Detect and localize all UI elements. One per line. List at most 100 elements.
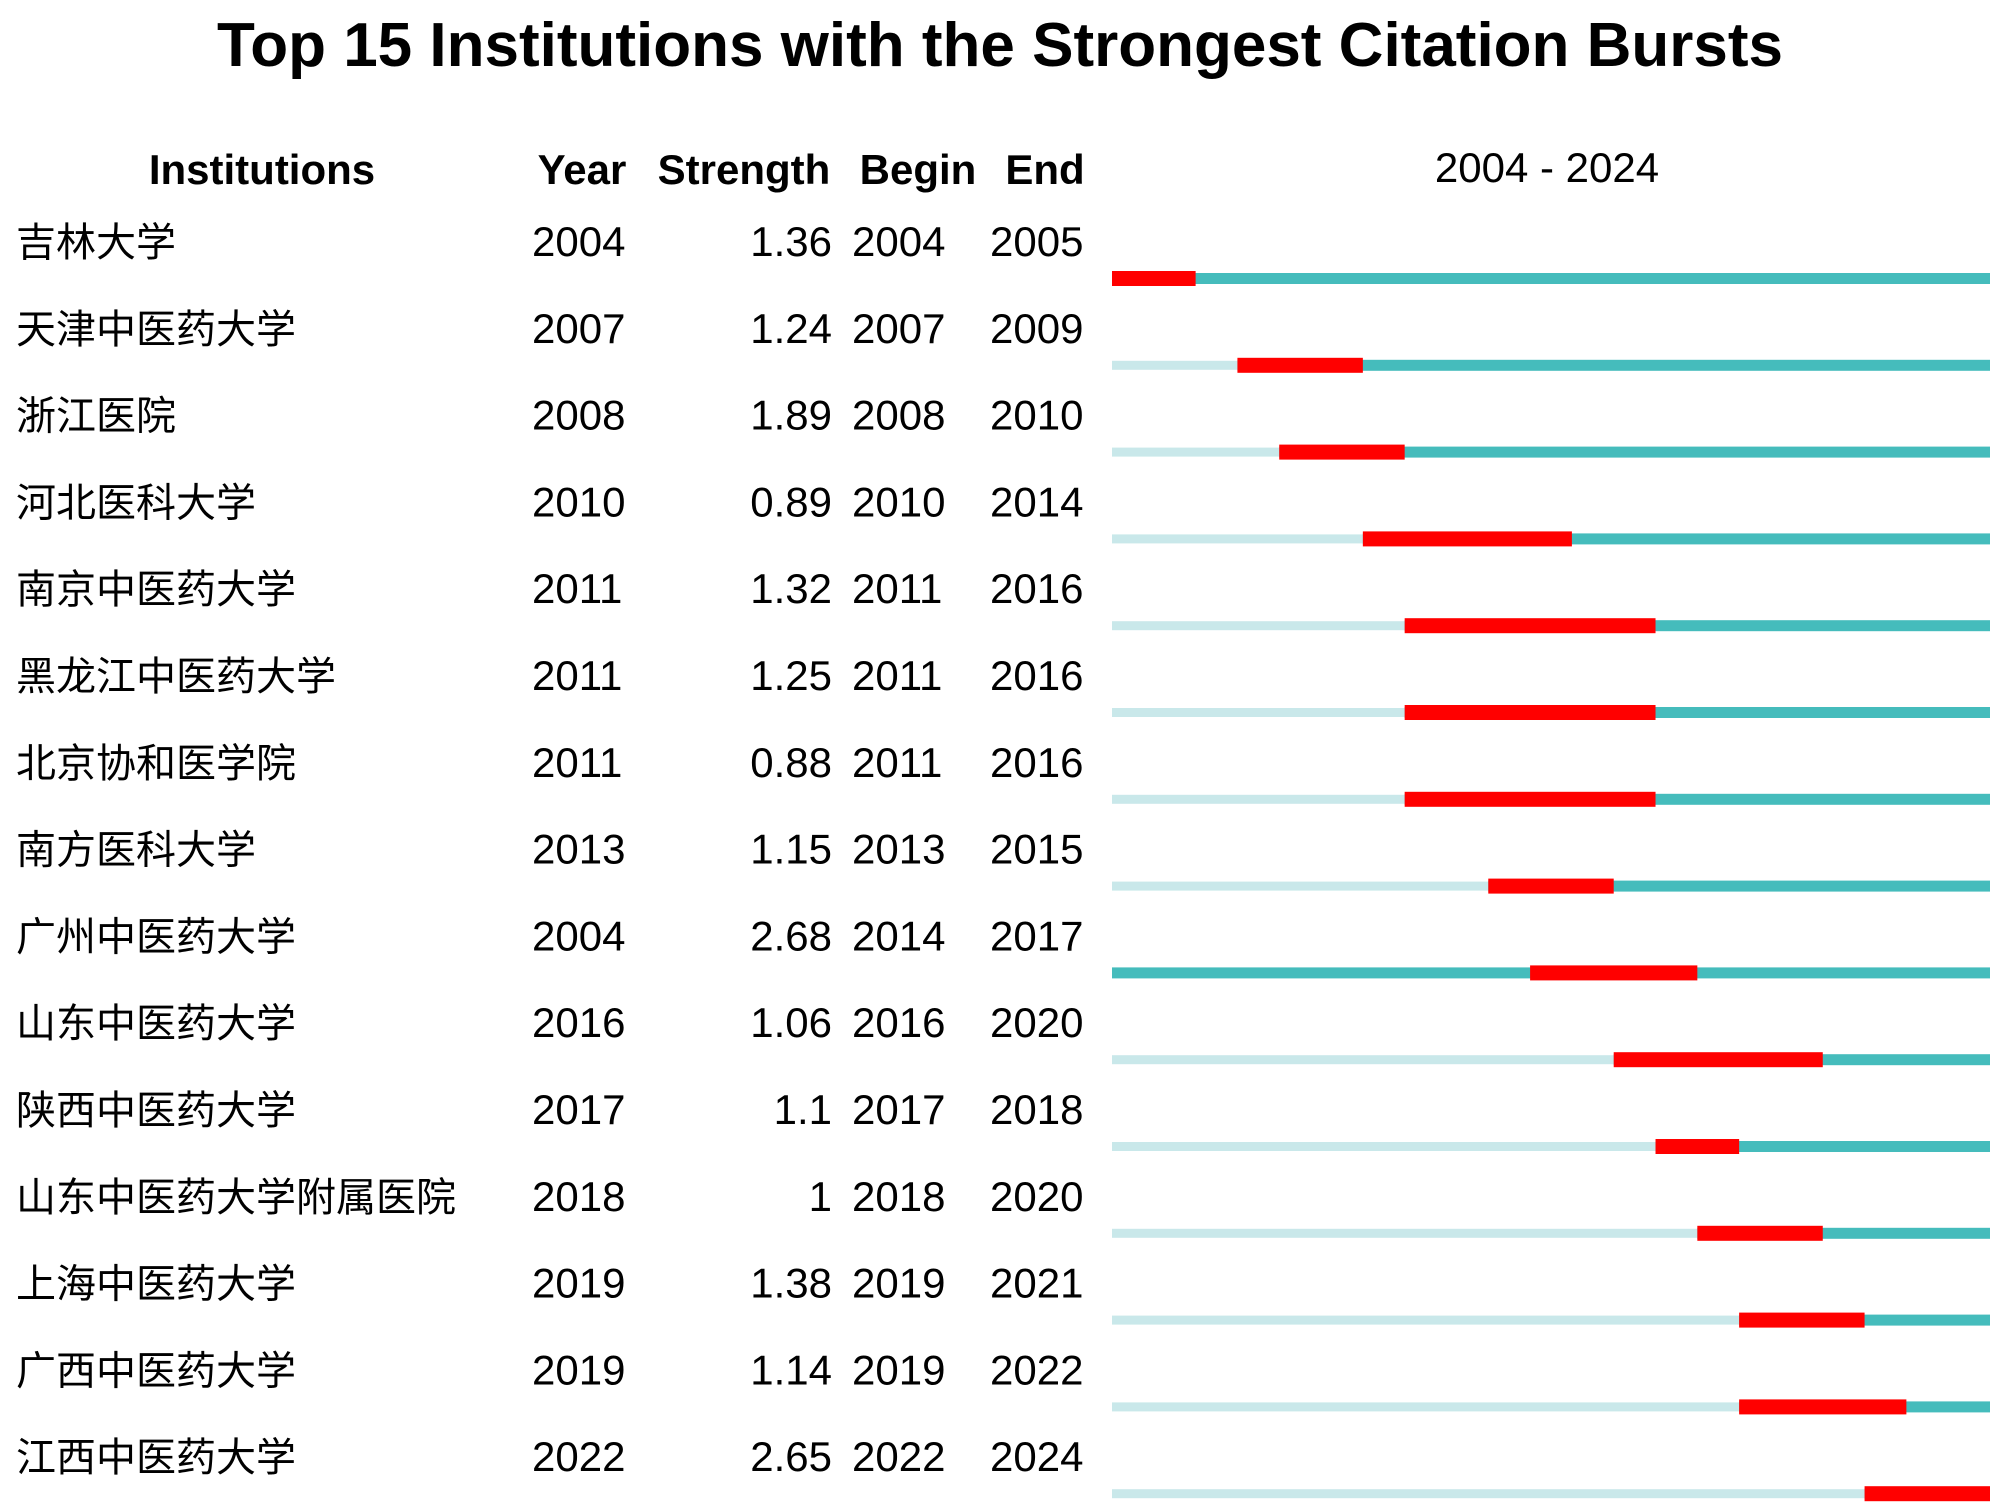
- burst-row: 广西中医药大学 2019 1.14 2019 2022: [16, 1346, 1990, 1415]
- burst-segment: [1404, 791, 1656, 807]
- institution-label: 山东中医药大学: [16, 1001, 296, 1047]
- institution-label: 江西中医药大学: [16, 1435, 296, 1481]
- burst-row: 江西中医药大学 2022 2.65 2022 2024: [16, 1433, 1990, 1502]
- burst-segment: [1739, 1312, 1865, 1328]
- end-value: 2005: [990, 218, 1083, 265]
- burst-row: 吉林大学 2004 1.36 2004 2005: [16, 218, 1990, 286]
- begin-value: 2004: [852, 218, 945, 265]
- burst-segment: [1488, 878, 1614, 894]
- burst-row: 浙江医院 2008 1.89 2008 2010: [16, 392, 1990, 460]
- timeline-active-segment: [1362, 533, 1990, 545]
- end-value: 2024: [990, 1433, 1083, 1480]
- timeline-inactive-segment: [1112, 534, 1363, 544]
- timeline-inactive-segment: [1112, 1228, 1698, 1238]
- burst-row: 南方医科大学 2013 1.15 2013 2015: [16, 826, 1990, 894]
- burst-row: 南京中医药大学 2011 1.32 2011 2016: [16, 565, 1990, 634]
- burst-segment: [1530, 965, 1698, 981]
- burst-row: 广州中医药大学 2004 2.68 2014 2017: [16, 912, 1990, 981]
- year-value: 2004: [532, 218, 625, 265]
- burst-segment: [1864, 1486, 1990, 1502]
- begin-value: 2019: [852, 1260, 945, 1307]
- end-value: 2014: [990, 478, 1083, 525]
- burst-row: 山东中医药大学附属医院 2018 1 2018 2020: [16, 1173, 1990, 1241]
- year-value: 2008: [532, 392, 625, 439]
- strength-value: 1.36: [750, 218, 832, 265]
- burst-segment: [1237, 357, 1363, 373]
- strength-value: 1.14: [750, 1346, 832, 1393]
- burst-row: 黑龙江中医药大学 2011 1.25 2011 2016: [16, 652, 1990, 720]
- institution-label: 黑龙江中医药大学: [16, 654, 336, 700]
- begin-value: 2016: [852, 999, 945, 1046]
- institution-label: 北京协和医学院: [16, 741, 296, 787]
- chart-title: Top 15 Institutions with the Strongest C…: [217, 11, 1783, 80]
- header-range: 2004 - 2024: [1435, 144, 1659, 191]
- institution-label: 南方医科大学: [16, 828, 256, 874]
- institution-label: 天津中医药大学: [16, 307, 296, 353]
- year-value: 2013: [532, 826, 625, 873]
- institution-label: 河北医科大学: [16, 480, 256, 526]
- begin-value: 2010: [852, 478, 945, 525]
- institution-label: 浙江医院: [16, 394, 176, 440]
- begin-value: 2011: [852, 652, 942, 699]
- strength-value: 1.32: [750, 565, 832, 612]
- end-value: 2010: [990, 392, 1083, 439]
- institution-label: 陕西中医药大学: [16, 1088, 296, 1134]
- strength-value: 1.24: [750, 305, 832, 352]
- timeline-active-segment: [1112, 273, 1990, 284]
- strength-value: 1.06: [750, 999, 832, 1046]
- burst-segment: [1404, 705, 1656, 720]
- burst-segment: [1112, 271, 1196, 286]
- burst-row: 天津中医药大学 2007 1.24 2007 2009: [16, 305, 1990, 373]
- strength-value: 1.89: [750, 392, 832, 439]
- begin-value: 2014: [852, 912, 945, 959]
- end-value: 2016: [990, 565, 1083, 612]
- year-value: 2022: [532, 1433, 625, 1480]
- burst-row: 陕西中医药大学 2017 1.1 2017 2018: [16, 1086, 1990, 1154]
- strength-value: 0.89: [750, 478, 832, 525]
- timeline-inactive-segment: [1112, 1142, 1656, 1151]
- timeline-active-segment: [1279, 446, 1990, 458]
- burst-row: 河北医科大学 2010 0.89 2010 2014: [16, 478, 1990, 547]
- burst-segment: [1279, 444, 1405, 460]
- timeline-inactive-segment: [1112, 1402, 1740, 1412]
- year-value: 2011: [532, 565, 622, 612]
- timeline-inactive-segment: [1112, 360, 1238, 370]
- timeline-inactive-segment: [1112, 1489, 1865, 1499]
- end-value: 2016: [990, 652, 1083, 699]
- header-strength: Strength: [658, 146, 831, 193]
- timeline-active-segment: [1655, 1141, 1990, 1152]
- burst-segment: [1739, 1399, 1907, 1415]
- burst-segment: [1697, 1225, 1823, 1241]
- timeline-active-segment: [1404, 620, 1990, 632]
- timeline-inactive-segment: [1112, 447, 1280, 457]
- year-value: 2019: [532, 1346, 625, 1393]
- strength-value: 0.88: [750, 739, 832, 786]
- institution-label: 广西中医药大学: [16, 1348, 296, 1394]
- year-value: 2007: [532, 305, 625, 352]
- header-begin: Begin: [860, 146, 977, 193]
- end-value: 2021: [990, 1260, 1083, 1307]
- timeline-inactive-segment: [1112, 1315, 1740, 1325]
- institution-label: 广州中医药大学: [16, 914, 296, 960]
- begin-value: 2022: [852, 1433, 945, 1480]
- header-end: End: [1005, 146, 1084, 193]
- begin-value: 2008: [852, 392, 945, 439]
- begin-value: 2019: [852, 1346, 945, 1393]
- year-value: 2011: [532, 652, 622, 699]
- burst-row: 上海中医药大学 2019 1.38 2019 2021: [16, 1260, 1990, 1328]
- timeline-active-segment: [1488, 880, 1990, 892]
- header-year: Year: [538, 146, 627, 193]
- burst-segment: [1613, 1052, 1823, 1068]
- timeline-inactive-segment: [1112, 1055, 1614, 1065]
- strength-value: 1.25: [750, 652, 832, 699]
- end-value: 2009: [990, 305, 1083, 352]
- timeline-active-segment: [1697, 1227, 1990, 1239]
- header-institutions: Institutions: [149, 146, 375, 193]
- end-value: 2015: [990, 826, 1083, 873]
- burst-rows: 吉林大学 2004 1.36 2004 2005 天津中医药大学 2007 1.24 2007 2…: [16, 218, 1990, 1502]
- timeline-inactive-segment: [1112, 708, 1405, 717]
- year-value: 2010: [532, 478, 625, 525]
- year-value: 2004: [532, 912, 625, 959]
- burst-segment: [1655, 1139, 1740, 1154]
